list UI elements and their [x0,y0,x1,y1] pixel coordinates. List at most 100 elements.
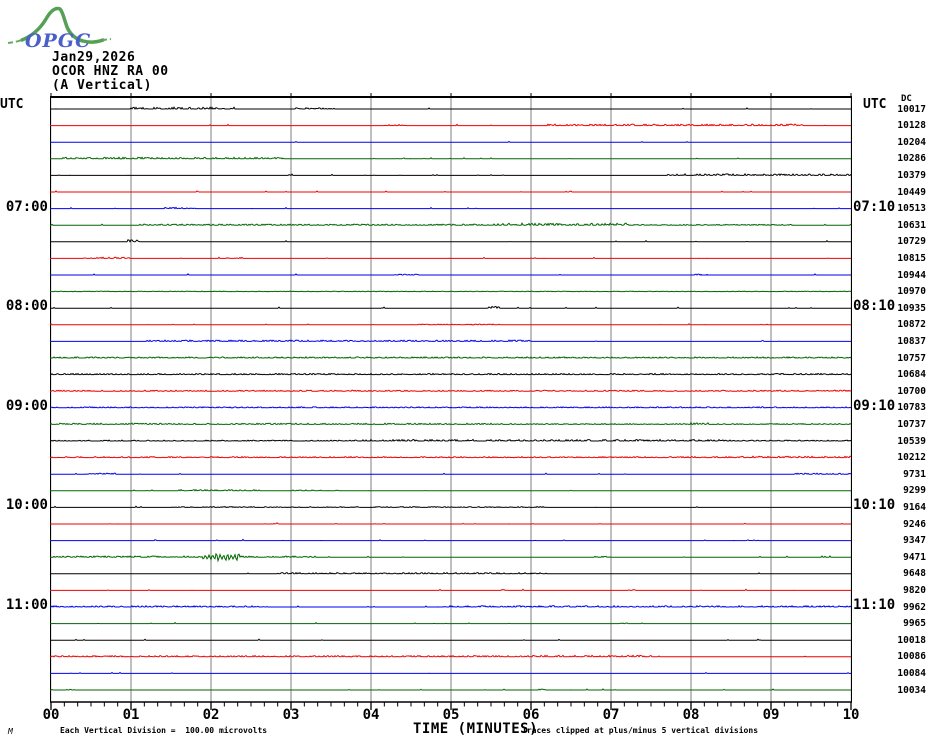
helicorder-plot [50,93,852,710]
trace-row [50,488,851,492]
x-tick-label: 00 [42,707,60,723]
trace-row [50,305,851,309]
dc-value: 10970 [897,286,926,298]
dc-value: 10017 [897,103,926,115]
dc-value: 9962 [903,601,926,613]
dc-value: 10286 [897,153,926,165]
dc-value: 9731 [903,468,926,480]
left-time-label: 07:00 [5,198,48,215]
dc-value: 9471 [903,551,926,563]
utc-header-right: UTC [863,97,887,112]
x-tick-label: 10 [842,707,860,723]
x-tick-label: 05 [442,707,460,723]
dc-value: 10737 [897,418,926,430]
x-tick-label: 08 [682,707,700,723]
dc-value: 10018 [897,634,926,646]
trace-row [50,123,851,127]
trace-row [50,604,852,608]
right-time-label: 08:10 [853,298,896,315]
corner-mark: M [8,727,13,736]
trace-row [50,172,852,177]
dc-value: 10783 [897,402,926,414]
component-label: (A Vertical) [52,78,152,93]
logo-text: OPGC [25,30,91,52]
trace-row [50,239,851,243]
trace-row [50,106,851,110]
x-tick-label: 06 [522,707,540,723]
dc-value: 9246 [903,518,926,530]
dc-value: 10084 [897,667,926,679]
dc-value: 10128 [897,120,926,132]
right-time-label: 11:10 [853,597,896,613]
right-time-label: 07:10 [853,198,896,215]
trace-row [50,322,851,326]
trace-row [50,688,851,691]
trace-row [50,522,851,525]
x-tick-label: 07 [602,707,620,723]
trace-row [50,638,851,641]
logo-curve-dash-left [7,39,23,44]
date-text: Jan29,2026 [52,50,136,65]
trace-row [50,455,852,459]
logo-mountain-curve [20,6,105,44]
x-tick-label: 03 [282,707,300,723]
dc-value: 10086 [897,651,926,663]
trace-row [50,190,851,193]
utc-header-left: UTC [0,97,24,112]
dc-value: 9299 [903,485,926,497]
dc-value: 9648 [903,568,926,580]
footer-clip-note: Traces clipped at plus/minus 5 vertical … [522,726,759,735]
dc-value: 9347 [903,535,926,547]
logo-curve-dash-right [102,38,112,41]
dc-value: 10935 [897,302,926,314]
dc-value: 10944 [897,269,926,281]
trace-row [50,438,852,442]
trace-row [50,671,851,674]
trace-row [50,505,851,509]
dc-value: 10204 [897,136,926,148]
trace-row [50,206,851,210]
x-tick-label: 02 [202,707,220,723]
trace-row [50,256,851,260]
dc-value: 10757 [897,352,926,364]
dc-value: 10212 [897,452,926,464]
trace-row [50,339,851,343]
trace-row [50,389,852,392]
x-tick-label: 01 [122,707,140,723]
trace-row [50,472,852,475]
dc-value: 9164 [903,501,926,513]
trace-row [50,654,851,658]
dc-value: 10631 [897,219,926,231]
x-tick-label: 04 [362,707,380,723]
opgc-logo: OPGC [7,6,112,52]
trace-row [50,538,851,542]
trace-row [50,222,852,227]
dc-value: 10449 [897,186,926,198]
dc-value: 10700 [897,385,926,397]
right-time-label: 10:10 [853,497,896,514]
dc-value: 10729 [897,236,926,248]
trace-row [50,290,852,293]
trace-row [50,421,852,426]
trace-row [50,140,851,143]
right-time-label: 09:10 [853,397,896,414]
trace-row [50,356,852,359]
dc-value: 10034 [897,684,926,696]
trace-row [50,273,851,276]
dc-value: 10539 [897,435,926,447]
trace-row [50,621,851,625]
left-time-label: 10:00 [5,497,48,514]
x-tick-label: 09 [762,707,780,723]
trace-row [50,571,851,575]
x-axis-title: TIME (MINUTES) [413,721,539,737]
left-time-label: 09:00 [5,397,48,414]
dc-value: 10513 [897,203,926,215]
dc-value: 10872 [897,319,926,331]
dc-column-header: DC [901,94,912,104]
dc-value: 9965 [903,618,926,630]
trace-row [50,406,852,409]
trace-row [50,588,851,591]
trace-row [50,552,851,563]
dc-value: 10815 [897,252,926,264]
